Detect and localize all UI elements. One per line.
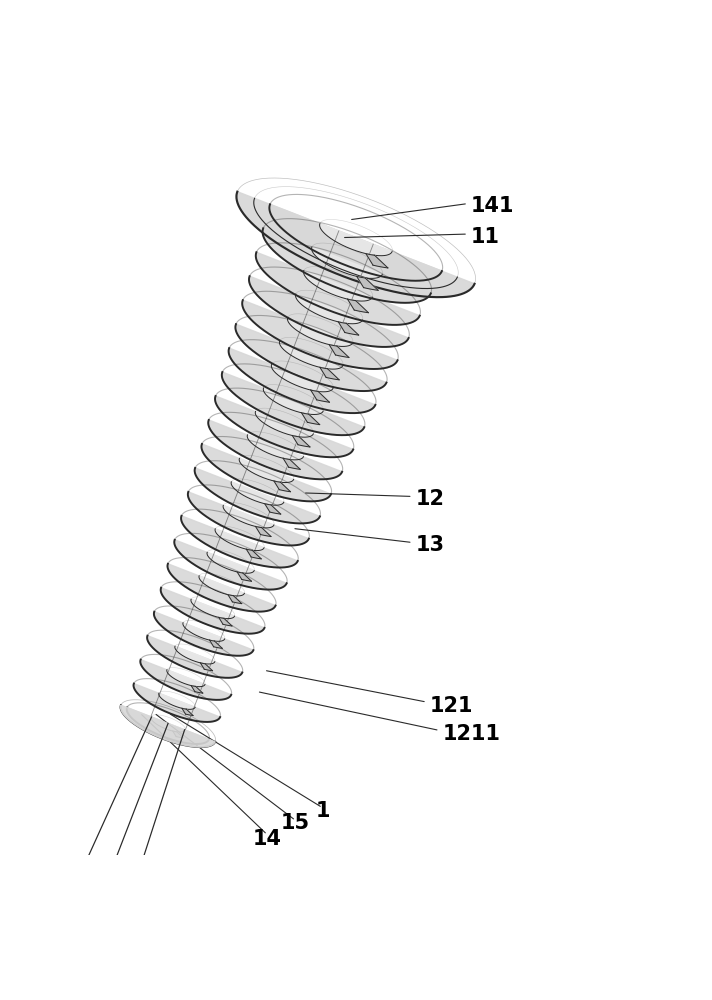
Polygon shape [302, 413, 320, 425]
Text: 15: 15 [281, 813, 310, 833]
Polygon shape [173, 731, 183, 738]
Text: 1211: 1211 [443, 724, 501, 744]
Polygon shape [236, 324, 387, 391]
Polygon shape [288, 318, 352, 346]
Polygon shape [263, 388, 323, 414]
Polygon shape [320, 367, 339, 380]
Polygon shape [188, 492, 309, 545]
Polygon shape [181, 516, 298, 568]
Polygon shape [183, 623, 225, 641]
Polygon shape [215, 529, 264, 551]
Polygon shape [228, 595, 241, 604]
Polygon shape [279, 341, 343, 369]
Polygon shape [191, 599, 234, 619]
Polygon shape [271, 365, 333, 392]
Polygon shape [134, 684, 220, 722]
Polygon shape [246, 549, 261, 559]
Polygon shape [249, 276, 409, 347]
Text: 121: 121 [430, 696, 473, 716]
Polygon shape [357, 276, 378, 290]
Polygon shape [320, 224, 392, 256]
Polygon shape [256, 252, 419, 325]
Polygon shape [120, 705, 215, 747]
Polygon shape [208, 420, 342, 479]
Polygon shape [192, 686, 203, 693]
Polygon shape [174, 540, 287, 590]
Polygon shape [310, 390, 330, 402]
Polygon shape [159, 693, 195, 709]
Polygon shape [247, 435, 303, 460]
Polygon shape [151, 717, 185, 732]
Polygon shape [182, 708, 193, 715]
Polygon shape [167, 670, 205, 687]
Polygon shape [263, 228, 431, 303]
Polygon shape [256, 411, 313, 437]
Polygon shape [154, 612, 253, 656]
Polygon shape [236, 192, 474, 297]
Text: 12: 12 [416, 489, 444, 509]
Polygon shape [127, 708, 209, 744]
Polygon shape [338, 322, 359, 335]
Polygon shape [239, 458, 293, 483]
Polygon shape [231, 482, 284, 505]
Polygon shape [329, 345, 349, 357]
Text: 141: 141 [471, 196, 514, 216]
Text: 11: 11 [471, 227, 500, 247]
Polygon shape [256, 526, 271, 536]
Polygon shape [222, 372, 365, 435]
Polygon shape [199, 576, 244, 596]
Polygon shape [274, 481, 290, 492]
Polygon shape [295, 294, 362, 324]
Polygon shape [265, 504, 281, 514]
Text: 1: 1 [315, 801, 330, 821]
Polygon shape [175, 646, 215, 664]
Polygon shape [223, 505, 274, 528]
Polygon shape [366, 254, 388, 268]
Polygon shape [167, 564, 276, 612]
Polygon shape [200, 663, 212, 671]
Polygon shape [147, 636, 242, 678]
Text: 13: 13 [416, 535, 444, 555]
Polygon shape [303, 271, 372, 301]
Polygon shape [215, 396, 353, 457]
Polygon shape [242, 300, 397, 369]
Polygon shape [207, 552, 254, 573]
Polygon shape [194, 468, 320, 523]
Polygon shape [209, 640, 222, 648]
Polygon shape [219, 617, 232, 626]
Polygon shape [312, 247, 382, 278]
Polygon shape [140, 660, 231, 700]
Text: 14: 14 [253, 829, 282, 849]
Polygon shape [161, 588, 264, 634]
Polygon shape [237, 572, 251, 581]
Polygon shape [229, 348, 375, 413]
Polygon shape [269, 204, 442, 281]
Polygon shape [293, 436, 310, 447]
Polygon shape [283, 458, 300, 469]
Polygon shape [347, 299, 368, 313]
Polygon shape [201, 444, 331, 501]
